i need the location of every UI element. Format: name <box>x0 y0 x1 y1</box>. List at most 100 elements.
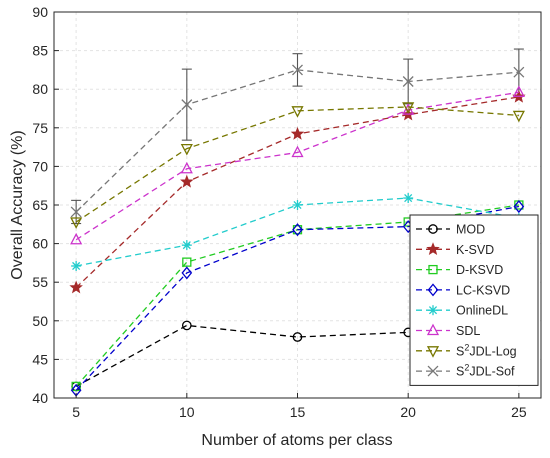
data-point <box>181 320 192 331</box>
data-point <box>70 217 83 229</box>
data-point <box>291 145 304 158</box>
data-point <box>292 332 303 342</box>
y-tick-label: 40 <box>32 390 48 406</box>
marker-square <box>182 257 192 267</box>
legend-label: S2JDL-Sof <box>456 363 515 379</box>
data-point <box>292 223 303 237</box>
marker-x-stroke <box>181 99 193 111</box>
marker-triangle-up <box>512 85 525 97</box>
x-tick-label: 25 <box>511 404 527 420</box>
data-point <box>70 232 83 245</box>
y-tick-label: 90 <box>32 4 48 20</box>
data-point <box>292 200 303 210</box>
data-point <box>513 66 525 78</box>
marker-asterisk-stroke <box>428 306 438 315</box>
data-point <box>181 240 192 251</box>
y-axis-label: Overall Accuracy (%) <box>9 130 26 279</box>
legend-entry: S2JDL-Log <box>416 342 517 358</box>
marker-diamond <box>427 283 439 297</box>
y-tick-label: 65 <box>32 197 48 213</box>
legend-entry: OnlineDL <box>416 304 508 318</box>
marker-square <box>428 264 438 275</box>
data-point <box>427 283 439 297</box>
marker-x-stroke <box>292 64 303 76</box>
y-tick-label: 85 <box>32 43 48 59</box>
marker-asterisk-stroke <box>72 261 81 271</box>
ticks: 5 10 15 20 25 40 45 50 55 60 65 70 75 80 85 90 <box>32 4 526 420</box>
y-tick-label: 70 <box>32 158 48 174</box>
series-sdl <box>70 85 525 245</box>
data-point <box>426 242 440 256</box>
x-tick-label: 15 <box>290 404 306 420</box>
y-tick-label: 45 <box>32 351 48 367</box>
marker-star <box>180 174 194 188</box>
data-point <box>512 110 525 123</box>
data-point <box>182 257 192 267</box>
marker-star <box>69 280 83 294</box>
legend-entry: SDL <box>416 323 480 338</box>
data-point <box>402 76 414 87</box>
data-point <box>428 305 438 316</box>
data-point <box>71 260 82 271</box>
y-tick-label: 80 <box>32 81 48 97</box>
data-point <box>512 85 525 97</box>
marker-triangle-up <box>180 161 193 174</box>
data-point <box>426 323 440 336</box>
marker-diamond <box>181 266 193 280</box>
marker-circle <box>181 320 192 331</box>
data-point <box>427 365 439 377</box>
x-tick-label: 5 <box>72 404 80 420</box>
marker-asterisk-stroke <box>293 200 302 210</box>
marker-diamond <box>292 223 303 237</box>
legend-entry: K-SVD <box>416 242 494 257</box>
marker-x-stroke <box>70 206 82 218</box>
series-line <box>75 91 519 241</box>
data-point <box>180 174 194 188</box>
data-point <box>426 346 440 358</box>
series-line <box>75 205 519 391</box>
data-point <box>180 143 193 156</box>
legend-entry: LC-KSVD <box>416 283 510 297</box>
legend-entry: S2JDL-Sof <box>416 363 515 379</box>
data-point <box>513 200 525 214</box>
data-point <box>428 224 438 234</box>
marker-triangle-down <box>70 217 83 229</box>
x-tick-label: 20 <box>400 404 416 420</box>
data-point <box>402 102 415 114</box>
data-point <box>291 106 304 118</box>
marker-diamond <box>513 200 525 214</box>
marker-star <box>426 242 440 256</box>
marker-asterisk-stroke <box>182 241 191 250</box>
marker-x-stroke <box>513 66 525 78</box>
marker-triangle-down <box>512 110 525 123</box>
data-point <box>69 280 83 294</box>
data-point <box>403 193 414 204</box>
legend-box <box>409 214 539 386</box>
marker-triangle-up <box>426 323 440 336</box>
legend-label: D-KSVD <box>456 263 503 277</box>
y-tick-label: 75 <box>32 120 48 136</box>
marker-circle <box>428 224 438 234</box>
marker-triangle-down <box>291 106 304 118</box>
marker-triangle-down <box>180 143 193 156</box>
legend-label: SDL <box>456 324 480 338</box>
marker-triangle-down <box>426 346 440 358</box>
x-tick-label: 10 <box>179 404 195 420</box>
data-point <box>428 264 438 275</box>
data-point <box>290 126 305 140</box>
marker-asterisk-stroke <box>404 193 413 203</box>
marker-triangle-up <box>70 232 83 245</box>
legend-label: OnlineDL <box>456 304 508 318</box>
marker-triangle-up <box>402 103 415 115</box>
series-s-jdl-sof <box>70 64 525 218</box>
x-axis-label: Number of atoms per class <box>201 432 392 449</box>
data-point <box>181 266 193 280</box>
series-s-jdl-log <box>70 102 525 229</box>
y-tick-label: 60 <box>32 236 48 252</box>
legend-label: K-SVD <box>456 243 494 257</box>
data-point <box>181 99 193 111</box>
marker-circle <box>292 332 303 342</box>
legend: MOD K-SVD D-KSVD LC-KSVD OnlineDL SDL S2JDL-Lo… <box>409 214 539 386</box>
